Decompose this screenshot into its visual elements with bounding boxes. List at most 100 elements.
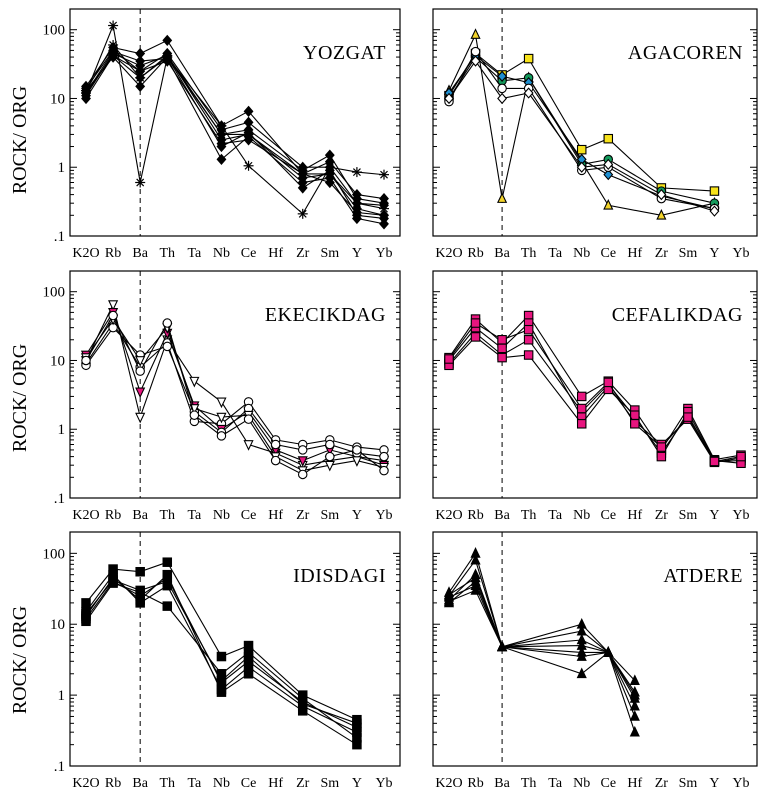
star-series-point-0 (243, 160, 254, 171)
x-category-label: Hf (268, 246, 283, 261)
x-category-label: Th (521, 246, 537, 261)
series-point-4 (243, 105, 254, 117)
series-point-6 (497, 640, 508, 652)
series-point-4 (523, 324, 534, 335)
series-point-4 (379, 192, 389, 205)
x-category-label: Ce (241, 246, 257, 261)
series-point-0 (603, 198, 614, 210)
series-line-0 (85, 54, 385, 204)
x-category-label: Zr (655, 508, 669, 523)
series-point-3 (630, 410, 640, 420)
x-category-label: K2O (435, 246, 462, 261)
series-point-1 (603, 133, 614, 144)
series-point-5 (216, 431, 227, 441)
series-point-3 (523, 350, 534, 360)
series-point-4 (352, 739, 362, 750)
x-category-label: Yb (732, 246, 749, 261)
series-point-6 (216, 138, 227, 150)
series-point-5 (576, 667, 587, 679)
star-series-point-0 (351, 167, 362, 178)
plot-frame (69, 8, 401, 237)
series-line-5 (448, 60, 715, 212)
star-series-point-0 (324, 162, 335, 173)
x-category-label: Rb (467, 776, 483, 791)
series-point-5 (81, 355, 91, 366)
series-line-4 (448, 50, 715, 210)
x-category-label: Ba (132, 508, 148, 523)
star-series-point-1 (243, 129, 254, 140)
series-point-3 (135, 80, 146, 92)
series-point-4 (470, 46, 481, 57)
series-point-4 (324, 460, 335, 472)
series-point-5 (352, 718, 362, 729)
series-line-6 (85, 54, 385, 216)
x-category-label: Th (159, 246, 175, 261)
series-point-4 (683, 412, 693, 422)
x-category-label: Y (709, 246, 719, 261)
series-point-5 (243, 651, 254, 662)
series-line-1 (85, 322, 385, 451)
series-point-2 (297, 456, 308, 467)
series-line-0 (85, 302, 385, 466)
series-point-4 (736, 451, 746, 462)
series-point-5 (603, 158, 614, 171)
series-point-5 (81, 609, 91, 619)
x-category-label: Y (352, 246, 362, 261)
y-tick-label: 1 (58, 160, 66, 176)
panel-title: AGACOREN (628, 42, 743, 64)
x-category-label: Rb (105, 246, 121, 261)
series-point-4 (243, 669, 254, 679)
series-point-4 (470, 318, 481, 328)
x-category-label: Ce (600, 508, 616, 523)
star-series-line-0 (85, 23, 385, 215)
series-point-3 (497, 70, 508, 82)
series-point-0 (135, 566, 145, 577)
star-series-point-1 (297, 168, 308, 179)
series-point-0 (216, 397, 227, 409)
star-series-point-1 (216, 129, 227, 140)
series-point-3 (270, 439, 281, 450)
series-point-3 (325, 439, 335, 450)
star-series-point-1 (351, 198, 362, 209)
series-point-5 (162, 318, 173, 328)
x-category-label: Zr (655, 246, 669, 261)
x-category-label: Rb (467, 246, 483, 261)
x-category-label: Ba (132, 246, 148, 261)
x-category-label: Ta (548, 776, 563, 791)
x-category-label: Zr (296, 246, 310, 261)
series-point-0 (629, 674, 640, 685)
series-point-6 (443, 588, 455, 600)
plot-frame (432, 8, 758, 237)
x-category-label: Ta (187, 776, 202, 791)
series-point-6 (81, 92, 91, 105)
series-point-5 (297, 469, 308, 480)
series-point-5 (497, 92, 508, 105)
series-point-0 (162, 557, 173, 567)
series-point-0 (81, 598, 91, 608)
x-category-label: Sm (320, 776, 339, 791)
x-category-label: Rb (467, 508, 483, 523)
series-line-3 (85, 56, 385, 219)
y-tick-label: 100 (43, 285, 66, 301)
series-point-4 (216, 412, 227, 424)
series-point-6 (324, 176, 335, 189)
series-line-0 (448, 32, 715, 216)
series-point-2 (497, 343, 507, 354)
series-point-4 (135, 356, 146, 367)
plot-frame (69, 270, 401, 499)
series-point-5 (629, 725, 640, 737)
series-line-4 (448, 322, 742, 463)
series-line-0 (448, 552, 636, 681)
x-category-label: Rb (105, 776, 121, 791)
chart-panel-ekecikdag: 100 10 1 .1 K2O Rb Ba Th Ta Nb Ce Hf Zr Sm Y Yb EKECIKDA… (43, 270, 401, 523)
series-point-4 (656, 442, 667, 452)
series-point-5 (379, 465, 389, 476)
x-category-label: Ce (600, 776, 616, 791)
star-series-point-1 (324, 168, 335, 179)
star-series-point-0 (379, 169, 389, 180)
y-tick-label: 100 (43, 23, 66, 39)
x-category-label: K2O (72, 246, 99, 261)
series-point-0 (135, 412, 146, 424)
x-category-label: Y (352, 508, 362, 523)
